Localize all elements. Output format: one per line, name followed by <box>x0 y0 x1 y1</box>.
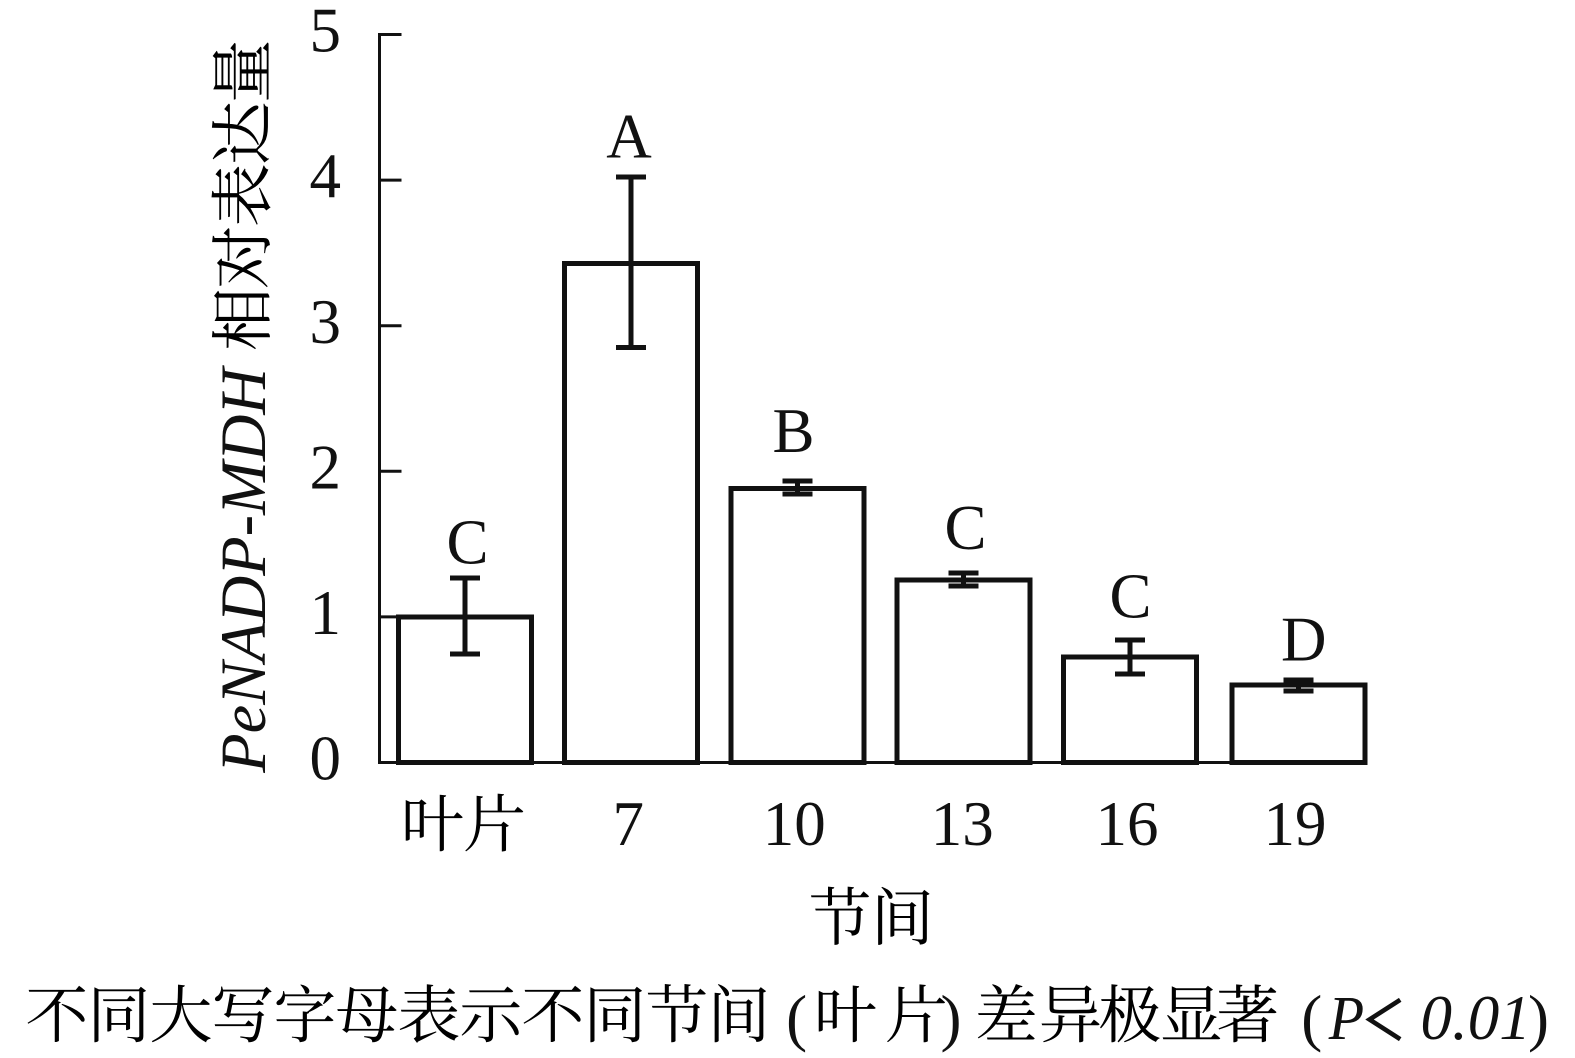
svg-text:C: C <box>1109 562 1151 632</box>
svg-text:C: C <box>446 507 488 577</box>
svg-text:16: 16 <box>1096 789 1159 859</box>
svg-text:PeNADP-MDH: PeNADP-MDH <box>208 365 279 774</box>
svg-text:D: D <box>1281 605 1327 675</box>
svg-text:(: ( <box>786 983 807 1053</box>
svg-text:): ) <box>941 983 962 1053</box>
svg-text:2: 2 <box>310 432 342 502</box>
svg-text:7: 7 <box>612 789 644 859</box>
svg-text:0: 0 <box>310 724 342 794</box>
svg-text:5: 5 <box>310 0 342 66</box>
svg-text:19: 19 <box>1264 789 1327 859</box>
svg-text:0.01: 0.01 <box>1421 983 1531 1053</box>
svg-text:13: 13 <box>931 789 994 859</box>
svg-text:1: 1 <box>310 578 342 648</box>
svg-text:B: B <box>772 396 814 466</box>
svg-text:C: C <box>944 493 986 563</box>
svg-text:(: ( <box>1301 983 1322 1053</box>
svg-text:3: 3 <box>310 287 342 357</box>
svg-text:A: A <box>606 102 652 172</box>
svg-text:4: 4 <box>310 141 342 211</box>
svg-text:10: 10 <box>763 789 826 859</box>
svg-text:P: P <box>1328 984 1364 1054</box>
svg-text:): ) <box>1528 983 1549 1053</box>
